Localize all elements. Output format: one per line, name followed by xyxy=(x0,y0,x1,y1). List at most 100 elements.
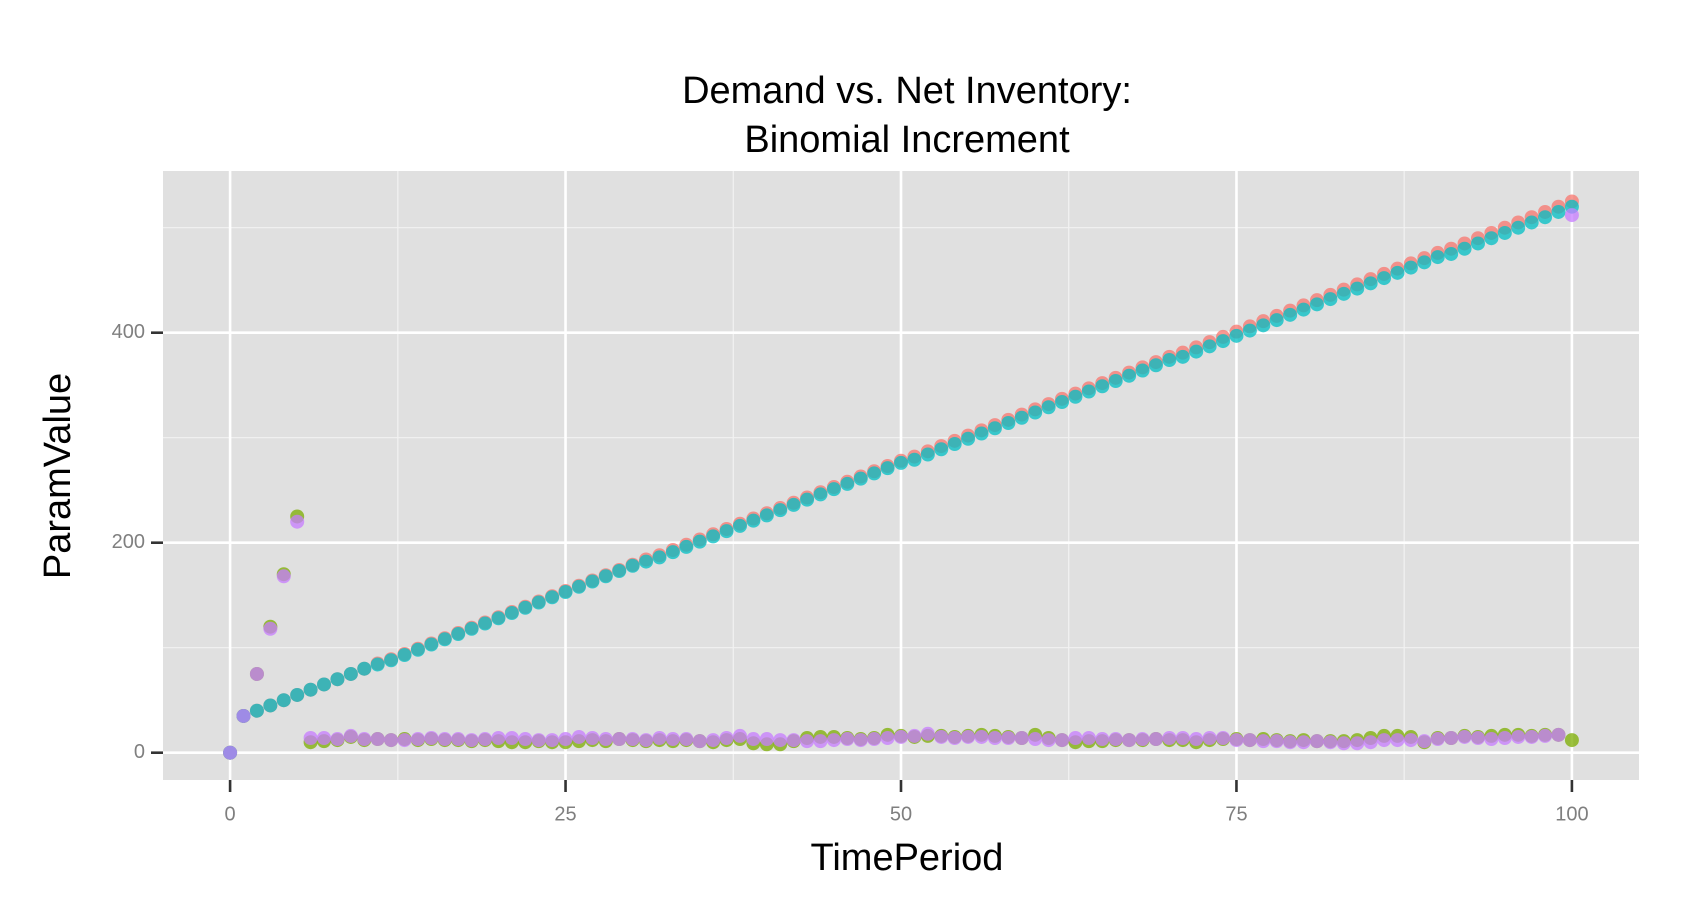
point xyxy=(1256,318,1271,333)
point xyxy=(679,539,694,554)
point xyxy=(840,732,855,747)
point xyxy=(1108,374,1123,388)
point xyxy=(598,569,613,584)
point xyxy=(800,492,815,507)
x-tick-label: 100 xyxy=(1555,803,1588,825)
point xyxy=(974,729,989,744)
point xyxy=(894,455,908,470)
point xyxy=(867,732,882,747)
point xyxy=(1283,735,1298,750)
point xyxy=(491,731,506,745)
point xyxy=(759,732,774,747)
point xyxy=(773,503,788,518)
point xyxy=(934,442,949,457)
point xyxy=(920,447,935,462)
point xyxy=(746,732,761,747)
plot-layer: 0 200 400 0 25 50 75 100 xyxy=(112,171,1639,825)
point xyxy=(625,558,640,573)
point xyxy=(1216,334,1231,349)
point xyxy=(1336,286,1351,301)
point xyxy=(880,461,895,476)
point xyxy=(290,687,305,702)
point xyxy=(585,731,600,745)
point xyxy=(545,590,560,605)
point xyxy=(384,653,399,668)
point xyxy=(1309,297,1324,312)
point xyxy=(518,600,533,615)
point xyxy=(1551,204,1566,219)
point xyxy=(1041,400,1056,415)
point xyxy=(598,732,613,747)
point xyxy=(504,606,519,621)
point xyxy=(437,632,452,647)
point xyxy=(343,666,358,681)
point xyxy=(867,466,882,481)
point xyxy=(1511,220,1526,235)
point xyxy=(853,471,868,486)
point xyxy=(840,476,855,491)
point xyxy=(1189,344,1204,359)
point xyxy=(1108,732,1123,747)
point xyxy=(1135,363,1150,378)
point xyxy=(1430,732,1445,747)
point xyxy=(1242,733,1257,748)
point xyxy=(947,731,962,745)
point xyxy=(1041,733,1056,748)
point xyxy=(1068,389,1083,404)
point xyxy=(504,731,519,745)
point xyxy=(263,698,278,713)
point xyxy=(1350,736,1365,751)
point xyxy=(1377,733,1392,748)
chart-title: Binomial Increment xyxy=(744,119,1070,161)
point xyxy=(531,595,546,610)
point xyxy=(732,728,747,743)
point xyxy=(1055,395,1070,409)
point xyxy=(1323,735,1338,750)
point xyxy=(1095,379,1110,394)
point xyxy=(558,732,573,747)
point xyxy=(330,732,345,747)
point xyxy=(1363,735,1378,750)
point xyxy=(249,703,264,718)
point xyxy=(276,569,291,584)
point xyxy=(384,733,399,748)
point xyxy=(1524,215,1539,230)
point xyxy=(1403,260,1418,275)
point xyxy=(236,708,251,723)
point xyxy=(1216,731,1231,745)
point xyxy=(1014,410,1029,425)
point xyxy=(692,734,707,749)
point xyxy=(1457,241,1472,256)
point xyxy=(1001,731,1016,745)
point xyxy=(1403,733,1418,748)
point xyxy=(1538,210,1553,225)
point xyxy=(397,733,412,748)
y-axis-title: ParamValue xyxy=(37,373,79,579)
point xyxy=(652,731,667,745)
point xyxy=(478,732,493,747)
point xyxy=(1055,733,1070,748)
point xyxy=(1175,349,1190,364)
x-tick-label: 50 xyxy=(890,803,912,825)
point xyxy=(249,666,264,681)
point xyxy=(947,437,962,451)
point xyxy=(853,733,868,748)
point xyxy=(1256,734,1271,749)
point xyxy=(1242,323,1257,338)
point xyxy=(1309,734,1324,749)
point xyxy=(987,421,1002,436)
point xyxy=(1417,734,1432,749)
point xyxy=(451,732,466,747)
point xyxy=(223,745,238,760)
point xyxy=(370,732,385,747)
point xyxy=(826,733,841,748)
point xyxy=(1229,733,1244,748)
point xyxy=(317,677,332,692)
point xyxy=(290,514,305,529)
point xyxy=(1269,734,1284,749)
point xyxy=(1122,733,1137,748)
point xyxy=(518,732,533,747)
point xyxy=(1470,731,1485,745)
point xyxy=(612,564,627,579)
